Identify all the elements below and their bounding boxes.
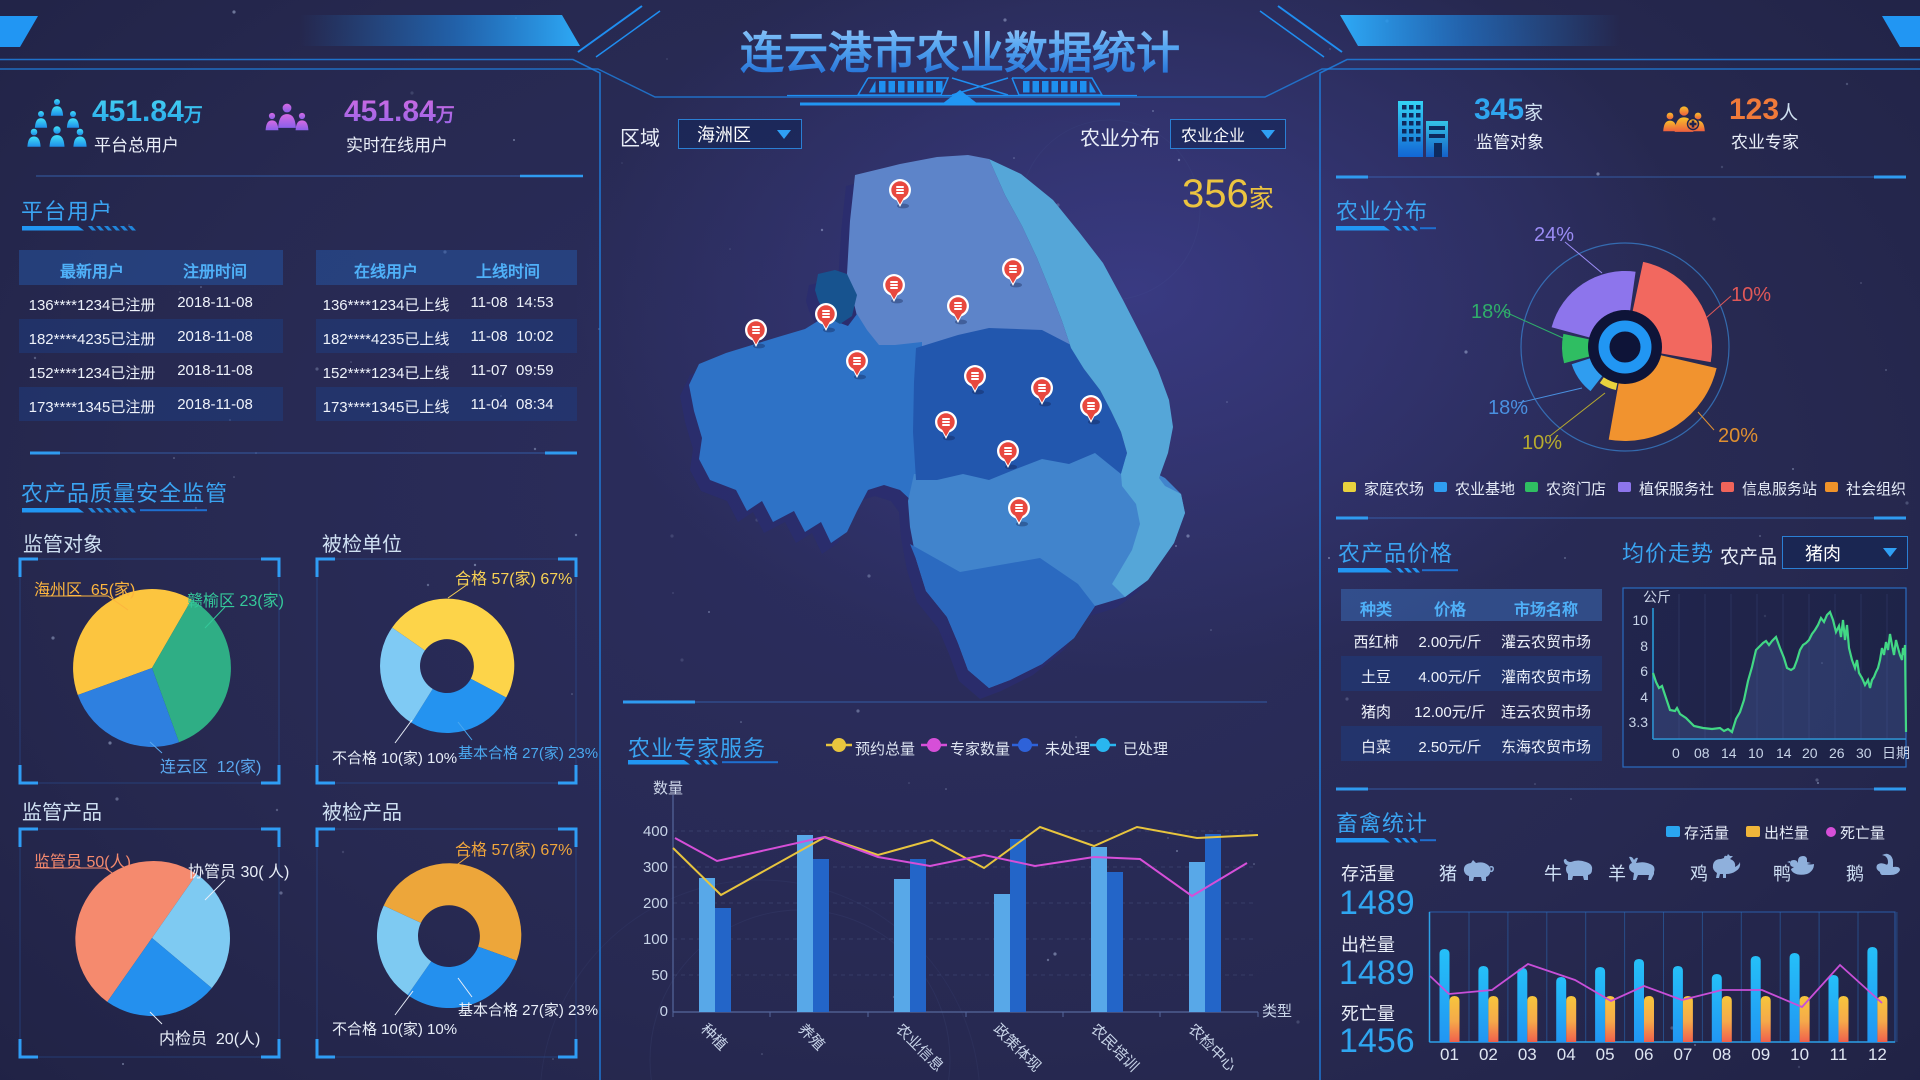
svg-text:种植: 种植	[697, 1021, 730, 1054]
svg-text:06: 06	[1635, 1045, 1654, 1064]
svg-text:农业信息: 农业信息	[892, 1021, 946, 1075]
svg-text:10: 10	[1790, 1045, 1809, 1064]
svg-text:04: 04	[1557, 1045, 1576, 1064]
svg-text:14: 14	[1721, 745, 1737, 761]
svg-text:12: 12	[1868, 1045, 1887, 1064]
svg-text:200: 200	[643, 895, 668, 912]
svg-text:08: 08	[1694, 745, 1710, 761]
svg-text:50: 50	[651, 967, 668, 984]
svg-text:养殖: 养殖	[795, 1021, 828, 1054]
svg-text:02: 02	[1479, 1045, 1498, 1064]
svg-text:07: 07	[1673, 1045, 1692, 1064]
svg-text:11: 11	[1830, 1045, 1848, 1064]
svg-text:政策体现: 政策体现	[990, 1021, 1044, 1075]
svg-text:300: 300	[643, 859, 668, 876]
svg-text:26: 26	[1829, 745, 1845, 761]
svg-text:6: 6	[1640, 663, 1648, 679]
svg-text:8: 8	[1640, 638, 1648, 654]
svg-text:0: 0	[1672, 745, 1680, 761]
svg-text:农民培训: 农民培训	[1087, 1021, 1141, 1075]
svg-text:4: 4	[1640, 689, 1648, 705]
svg-text:数量: 数量	[653, 780, 683, 797]
svg-text:05: 05	[1596, 1045, 1615, 1064]
svg-text:3.3: 3.3	[1629, 714, 1649, 730]
svg-text:农检中心: 农检中心	[1185, 1021, 1239, 1075]
svg-text:09: 09	[1751, 1045, 1770, 1064]
svg-text:14: 14	[1776, 745, 1792, 761]
svg-text:01: 01	[1440, 1045, 1459, 1064]
svg-text:30: 30	[1856, 745, 1872, 761]
svg-text:10: 10	[1632, 612, 1648, 628]
svg-text:日期: 日期	[1882, 745, 1910, 761]
svg-text:100: 100	[643, 931, 668, 948]
svg-text:公斤: 公斤	[1643, 589, 1671, 605]
svg-text:10: 10	[1748, 745, 1764, 761]
svg-text:400: 400	[643, 823, 668, 840]
svg-text:0: 0	[660, 1003, 668, 1020]
svg-text:类型: 类型	[1262, 1003, 1292, 1020]
svg-text:20: 20	[1802, 745, 1818, 761]
svg-text:03: 03	[1518, 1045, 1537, 1064]
svg-text:08: 08	[1712, 1045, 1731, 1064]
